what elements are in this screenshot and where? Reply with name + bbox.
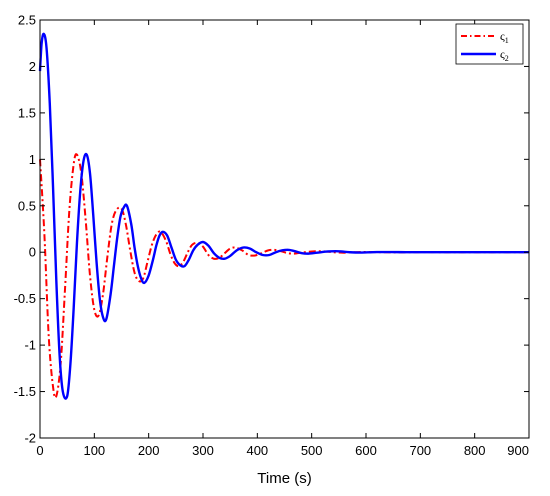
x-tick-label: 300 [192,443,214,458]
y-tick-label: -1 [24,338,36,353]
x-axis: 0 100 200 300 400 500 600 700 800 900 [36,20,530,458]
series-line-1 [39,153,529,399]
series-layer [38,32,529,400]
y-tick-label: -0.5 [14,291,36,306]
y-tick-label: 2 [29,59,36,74]
legend-box [455,23,524,65]
y-tick-label: -2 [24,431,36,446]
legend-label-series-2: ς2 [500,47,509,63]
y-tick-label: 1 [29,152,36,167]
y-axis: -2 -1.5 -1 -0.5 0 0.5 1 1.5 2 2.5 [14,13,529,446]
x-tick-label: 100 [83,443,105,458]
x-tick-label: 700 [409,443,431,458]
x-tick-label: 400 [246,443,268,458]
y-tick-label: 1.5 [18,105,36,120]
x-tick-label: 600 [355,443,377,458]
y-tick-label: -1.5 [14,384,36,399]
plot-area-background [40,20,529,438]
x-tick-label: 800 [464,443,486,458]
x-tick-label: 500 [301,443,323,458]
plot-area-frame [39,19,530,439]
legend: ς1 ς2 [455,23,524,65]
legend-label-series-1: ς1 [500,29,509,45]
y-tick-label: 0.5 [18,198,36,213]
series-line-2 [38,32,529,400]
y-tick-label: 2.5 [18,13,36,28]
x-axis-title: Time (s) [257,470,311,487]
y-tick-label: 0 [29,245,36,260]
x-tick-label: 0 [36,443,43,458]
x-tick-label: 200 [138,443,160,458]
x-tick-label: 900 [507,443,529,458]
